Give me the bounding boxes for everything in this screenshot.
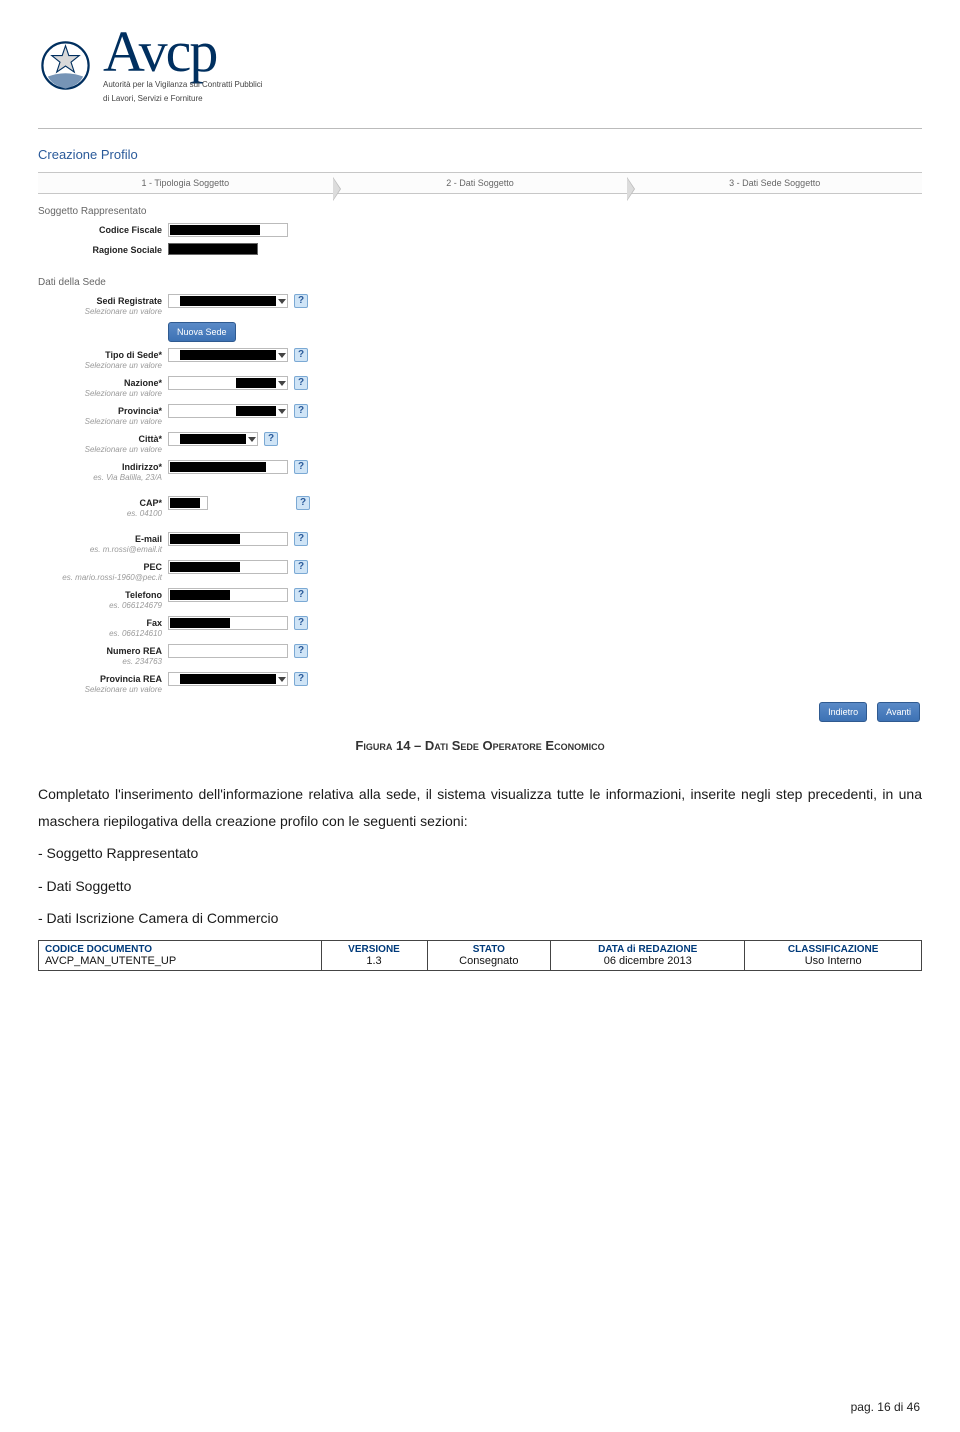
bullet-1: - Soggetto Rappresentato <box>38 840 922 867</box>
input-pec[interactable] <box>168 560 288 574</box>
logo-main: Avcp <box>103 27 263 76</box>
label-codice-fiscale: Codice Fiscale <box>38 223 168 235</box>
bullet-2: - Dati Soggetto <box>38 873 922 900</box>
label-numero-rea: Numero REA es. 234763 <box>38 644 168 666</box>
page-number: pag. 16 di 46 <box>851 1400 920 1414</box>
help-icon[interactable]: ? <box>296 496 310 510</box>
footer-col-value: Consegnato <box>434 955 545 967</box>
step-2: 2 - Dati Soggetto <box>333 178 628 188</box>
help-icon[interactable]: ? <box>294 460 308 474</box>
footer-col-value: AVCP_MAN_UTENTE_UP <box>45 955 315 967</box>
label-provincia-rea: Provincia REA Selezionare un valore <box>38 672 168 694</box>
bullet-3: - Dati Iscrizione Camera di Commercio <box>38 905 922 932</box>
caret-icon <box>278 381 286 386</box>
header-rule <box>38 128 922 129</box>
caret-icon <box>278 353 286 358</box>
label-cap: CAP* es. 04100 <box>38 496 168 518</box>
figure-caption: Figura 14 – Dati Sede Operatore Economic… <box>38 738 922 753</box>
step-3: 3 - Dati Sede Soggetto <box>627 178 922 188</box>
logo-sub2: di Lavori, Servizi e Forniture <box>103 94 263 103</box>
input-codice-fiscale[interactable] <box>168 223 288 237</box>
footer-col-header: DATA di REDAZIONE <box>557 944 738 955</box>
form-title: Creazione Profilo <box>38 147 922 162</box>
select-sedi-registrate[interactable] <box>168 294 288 308</box>
footer-col-header: STATO <box>434 944 545 955</box>
help-icon[interactable]: ? <box>294 348 308 362</box>
footer-col-header: VERSIONE <box>328 944 421 955</box>
back-button[interactable]: Indietro <box>819 702 867 722</box>
select-tipo-sede[interactable] <box>168 348 288 362</box>
help-icon[interactable]: ? <box>294 294 308 308</box>
select-provincia-rea[interactable] <box>168 672 288 686</box>
footer-col-value: 06 dicembre 2013 <box>557 955 738 967</box>
label-nazione: Nazione* Selezionare un valore <box>38 376 168 398</box>
help-icon[interactable]: ? <box>264 432 278 446</box>
select-provincia[interactable] <box>168 404 288 418</box>
label-telefono: Telefono es. 066124679 <box>38 588 168 610</box>
section-soggetto-rappresentato: Soggetto Rappresentato <box>38 206 922 217</box>
label-sedi-registrate: Sedi Registrate Selezionare un valore <box>38 294 168 316</box>
input-cap[interactable] <box>168 496 208 510</box>
label-tipo-sede: Tipo di Sede* Selezionare un valore <box>38 348 168 370</box>
input-fax[interactable] <box>168 616 288 630</box>
footer-col-value: Uso Interno <box>751 955 915 967</box>
help-icon[interactable]: ? <box>294 588 308 602</box>
step-1: 1 - Tipologia Soggetto <box>38 178 333 188</box>
help-icon[interactable]: ? <box>294 404 308 418</box>
label-email: E-mail es. m.rossi@email.it <box>38 532 168 554</box>
help-icon[interactable]: ? <box>294 616 308 630</box>
label-indirizzo: Indirizzo* es. Via Balilla, 23/A <box>38 460 168 482</box>
footer-col-header: CLASSIFICAZIONE <box>751 944 915 955</box>
nuova-sede-button[interactable]: Nuova Sede <box>168 322 236 342</box>
logo-sub1: Autorità per la Vigilanza sui Contratti … <box>103 80 263 89</box>
footer-col-header: CODICE DOCUMENTO <box>45 944 315 955</box>
help-icon[interactable]: ? <box>294 376 308 390</box>
help-icon[interactable]: ? <box>294 672 308 686</box>
select-nazione[interactable] <box>168 376 288 390</box>
label-citta: Città* Selezionare un valore <box>38 432 168 454</box>
input-email[interactable] <box>168 532 288 546</box>
label-ragione-sociale: Ragione Sociale <box>38 243 168 255</box>
emblem-icon <box>38 38 93 93</box>
select-citta[interactable] <box>168 432 258 446</box>
form-screenshot: Creazione Profilo 1 - Tipologia Soggetto… <box>38 147 922 722</box>
next-button[interactable]: Avanti <box>877 702 920 722</box>
help-icon[interactable]: ? <box>294 644 308 658</box>
input-telefono[interactable] <box>168 588 288 602</box>
label-provincia: Provincia* Selezionare un valore <box>38 404 168 426</box>
caret-icon <box>278 409 286 414</box>
input-indirizzo[interactable] <box>168 460 288 474</box>
input-numero-rea[interactable] <box>168 644 288 658</box>
footer-col-value: 1.3 <box>328 955 421 967</box>
step-indicator: 1 - Tipologia Soggetto 2 - Dati Soggetto… <box>38 172 922 194</box>
label-fax: Fax es. 066124610 <box>38 616 168 638</box>
caret-icon <box>248 437 256 442</box>
body-paragraph: Completato l'inserimento dell'informazio… <box>38 781 922 834</box>
footer-table: CODICE DOCUMENTO AVCP_MAN_UTENTE_UP VERS… <box>38 940 922 971</box>
help-icon[interactable]: ? <box>294 560 308 574</box>
label-pec: PEC es. mario.rossi-1960@pec.it <box>38 560 168 582</box>
caret-icon <box>278 299 286 304</box>
page-logo: Avcp Autorità per la Vigilanza sui Contr… <box>38 20 348 110</box>
section-dati-sede: Dati della Sede <box>38 277 922 288</box>
help-icon[interactable]: ? <box>294 532 308 546</box>
value-ragione-sociale <box>168 243 258 255</box>
caret-icon <box>278 677 286 682</box>
